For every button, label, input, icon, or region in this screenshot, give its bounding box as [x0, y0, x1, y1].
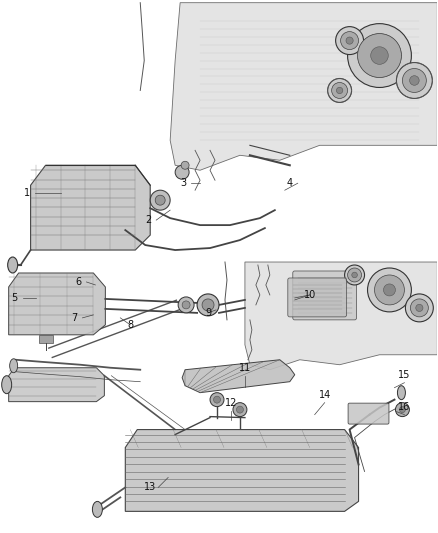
Circle shape: [150, 190, 170, 210]
Circle shape: [213, 396, 220, 403]
Text: 11: 11: [239, 363, 251, 373]
Circle shape: [341, 31, 359, 50]
Circle shape: [210, 393, 224, 407]
Polygon shape: [170, 3, 437, 170]
Text: 5: 5: [11, 293, 18, 303]
Text: 9: 9: [205, 308, 211, 318]
Bar: [39, 335, 53, 343]
Text: 7: 7: [71, 313, 78, 323]
Circle shape: [352, 272, 357, 278]
Text: 12: 12: [225, 398, 237, 408]
Circle shape: [396, 62, 432, 99]
Circle shape: [348, 268, 361, 282]
FancyBboxPatch shape: [293, 271, 357, 320]
Circle shape: [416, 304, 423, 311]
FancyBboxPatch shape: [348, 403, 389, 424]
Circle shape: [345, 265, 364, 285]
Circle shape: [384, 284, 396, 296]
Circle shape: [155, 195, 165, 205]
Polygon shape: [9, 273, 106, 335]
Circle shape: [357, 34, 401, 77]
Circle shape: [406, 294, 433, 322]
Circle shape: [403, 69, 426, 92]
Circle shape: [396, 402, 410, 417]
Circle shape: [348, 23, 411, 87]
Text: 3: 3: [180, 178, 186, 188]
Text: 2: 2: [145, 215, 152, 225]
Circle shape: [374, 275, 404, 305]
Text: 10: 10: [304, 290, 316, 300]
Circle shape: [336, 87, 343, 94]
Circle shape: [336, 27, 364, 54]
Circle shape: [197, 294, 219, 316]
Polygon shape: [31, 165, 150, 250]
Text: 15: 15: [398, 370, 410, 379]
Ellipse shape: [92, 502, 102, 518]
Circle shape: [332, 83, 348, 99]
Circle shape: [237, 406, 244, 413]
Text: 13: 13: [144, 482, 156, 492]
Polygon shape: [9, 368, 104, 402]
Circle shape: [175, 165, 189, 179]
Circle shape: [367, 268, 411, 312]
Text: 6: 6: [75, 277, 81, 287]
Polygon shape: [182, 360, 295, 393]
FancyBboxPatch shape: [288, 278, 346, 317]
Polygon shape: [245, 262, 437, 370]
Text: 14: 14: [318, 390, 331, 400]
Ellipse shape: [2, 376, 12, 394]
Ellipse shape: [8, 257, 18, 273]
Circle shape: [182, 301, 190, 309]
Polygon shape: [125, 430, 359, 511]
Circle shape: [410, 299, 428, 317]
Circle shape: [371, 47, 388, 64]
Circle shape: [178, 297, 194, 313]
Circle shape: [328, 78, 352, 102]
Circle shape: [233, 402, 247, 417]
Ellipse shape: [10, 359, 18, 373]
Ellipse shape: [397, 386, 406, 400]
Text: 4: 4: [287, 178, 293, 188]
Circle shape: [399, 407, 406, 413]
Text: 8: 8: [127, 320, 133, 330]
Circle shape: [410, 76, 419, 85]
Circle shape: [202, 299, 214, 311]
Circle shape: [346, 37, 353, 44]
Text: 16: 16: [398, 402, 410, 411]
Circle shape: [181, 161, 189, 169]
Text: 1: 1: [24, 188, 30, 198]
